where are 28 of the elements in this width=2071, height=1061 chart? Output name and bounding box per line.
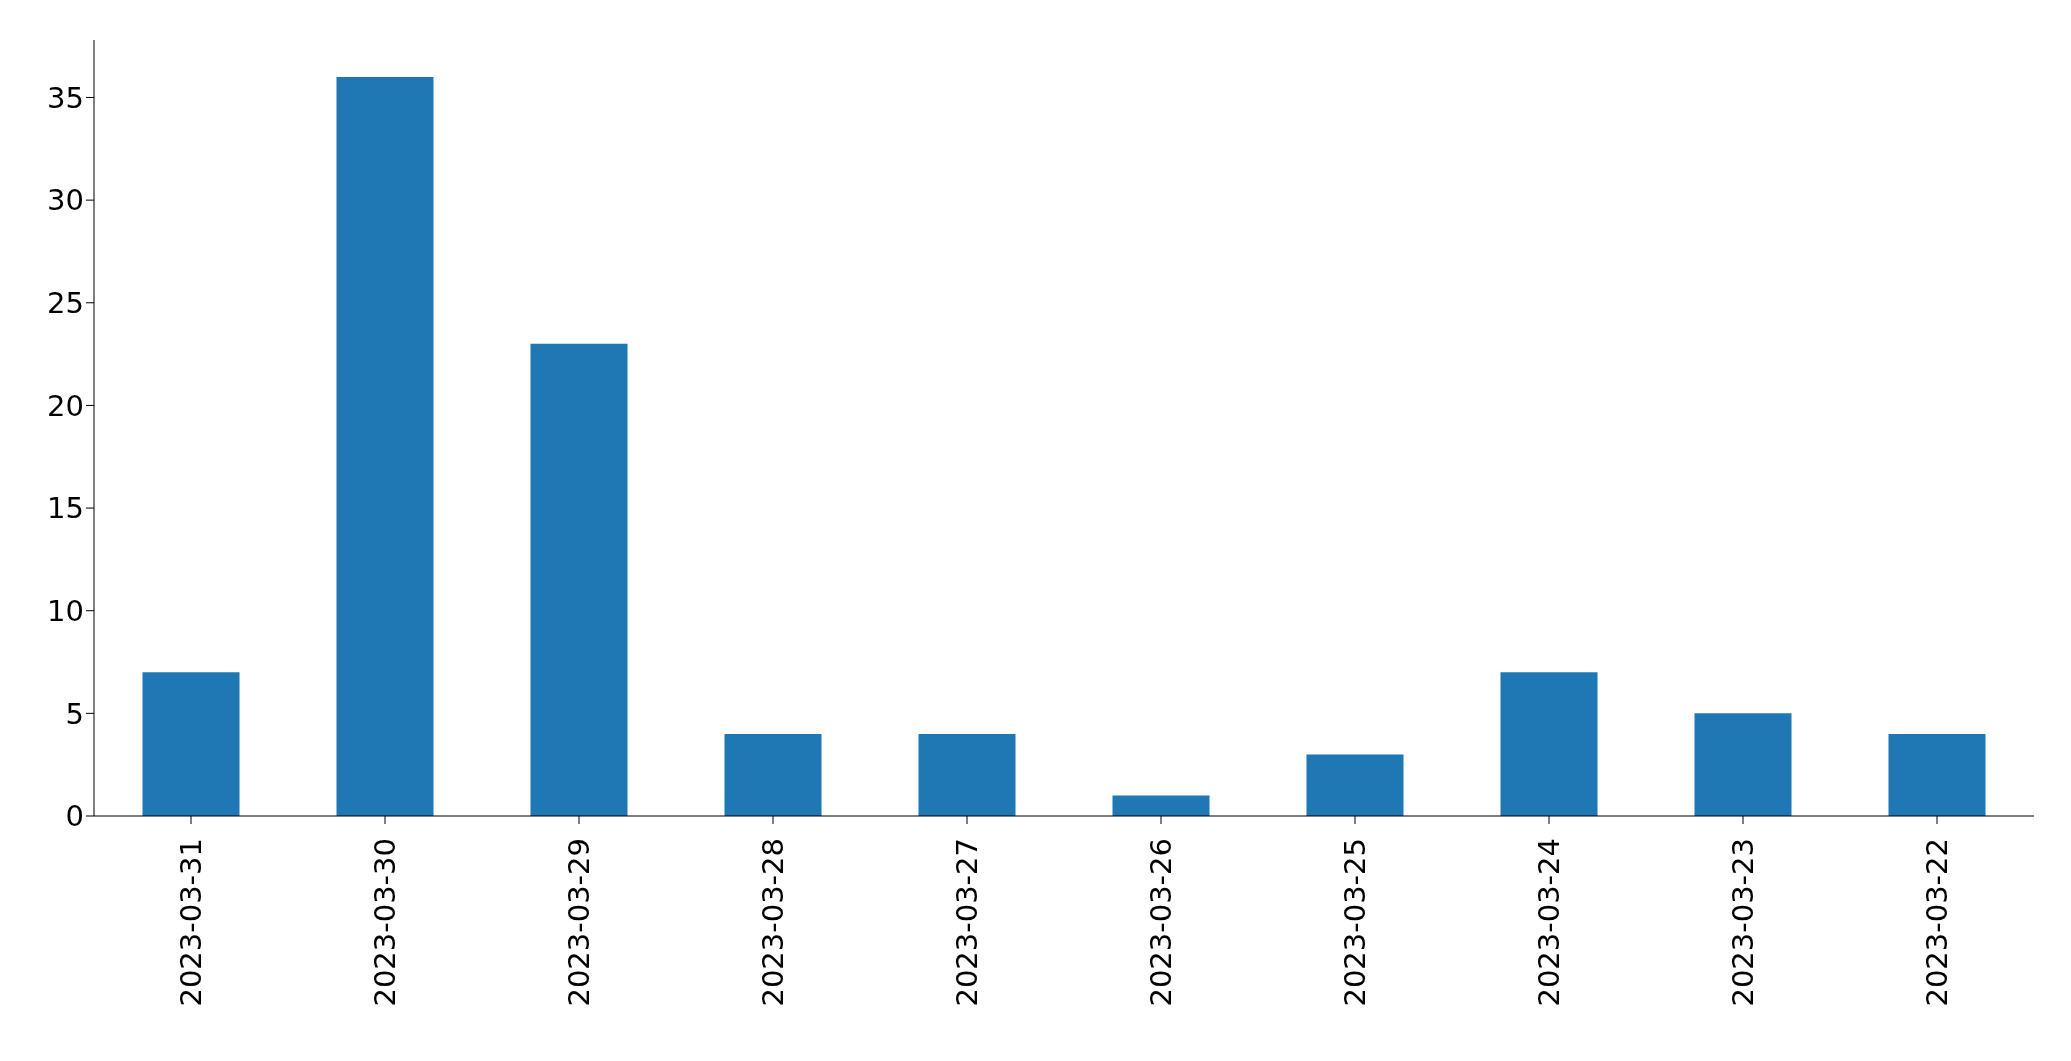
y-tick-label: 25 [47,286,84,321]
bar [1306,754,1404,816]
bar [1694,713,1792,816]
y-tick-label: 5 [65,696,84,731]
x-tick-label: 2023-03-23 [1726,838,1760,1007]
y-tick-label: 35 [47,80,84,115]
bar [918,733,1016,816]
bar [142,672,240,816]
y-tick-label: 0 [65,799,84,834]
y-tick-label: 20 [47,388,84,423]
bar [1112,795,1210,816]
x-tick-label: 2023-03-27 [950,838,984,1007]
y-tick-label: 30 [47,183,84,218]
x-tick-label: 2023-03-26 [1144,838,1178,1007]
bar [530,343,628,816]
bar [1888,733,1986,816]
bar [724,733,822,816]
x-tick-label: 2023-03-22 [1920,838,1954,1007]
y-tick-label: 15 [47,491,84,526]
bar [336,76,434,816]
bar [1500,672,1598,816]
y-tick-label: 10 [47,594,84,628]
x-tick-label: 2023-03-24 [1532,838,1566,1007]
x-tick-label: 2023-03-30 [368,838,402,1007]
x-tick-label: 2023-03-29 [562,838,596,1007]
x-tick-label: 2023-03-28 [756,838,790,1007]
x-tick-label: 2023-03-31 [174,838,208,1007]
x-tick-label: 2023-03-25 [1338,838,1372,1007]
